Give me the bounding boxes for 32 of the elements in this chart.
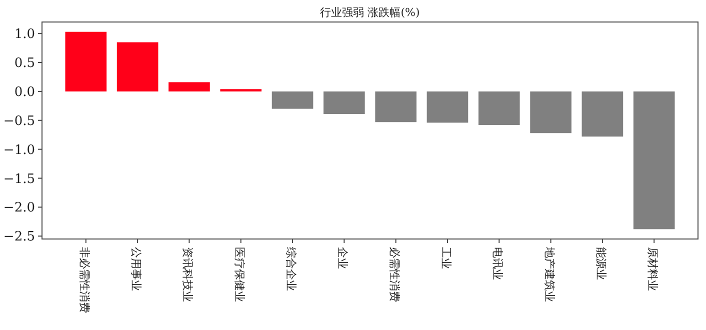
y-tick-label: −2.0 (3, 200, 35, 216)
x-tick-label: 能源业 (594, 247, 608, 280)
x-tick-label: 非必需性消费 (78, 247, 91, 313)
x-tick-label: 必需性消费 (388, 247, 401, 302)
bar (478, 91, 520, 126)
y-tick-label: 0.0 (14, 84, 35, 100)
x-tick-label: 工业 (439, 247, 452, 269)
y-tick-label: −1.0 (3, 142, 35, 158)
bar (324, 91, 365, 114)
y-tick-label: −0.5 (3, 114, 35, 129)
y-tick-label: −2.5 (3, 230, 35, 245)
x-tick-label: 医疗保健业 (232, 247, 246, 302)
y-tick-label: 1.0 (14, 27, 35, 42)
y-tick-label: 0.5 (14, 56, 35, 72)
bar (582, 91, 624, 137)
bar (272, 91, 314, 109)
chart-title: 行业强弱 涨跌幅(%) (320, 6, 420, 19)
x-tick-label: 企业 (336, 247, 350, 269)
bar (168, 82, 210, 92)
y-tick-label: −1.5 (3, 172, 35, 187)
bar (426, 91, 468, 123)
bar (116, 42, 158, 92)
bar (375, 91, 416, 122)
bar (65, 32, 107, 92)
x-tick-label: 原材料业 (646, 247, 660, 291)
x-tick-label: 电讯业 (491, 247, 504, 280)
bar (530, 91, 572, 134)
x-tick-label: 综合企业 (284, 247, 298, 291)
bar (633, 91, 675, 230)
x-tick-label: 地产建筑业 (542, 246, 556, 302)
x-tick-label: 资讯科技业 (181, 247, 194, 302)
x-tick-label: 公用事业 (130, 247, 143, 291)
